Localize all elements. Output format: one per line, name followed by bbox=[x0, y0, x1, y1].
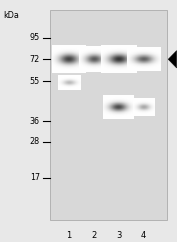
Text: 2: 2 bbox=[91, 231, 96, 240]
Text: 55: 55 bbox=[30, 76, 40, 86]
Text: 72: 72 bbox=[30, 55, 40, 64]
Bar bbox=[50, 10, 167, 220]
Polygon shape bbox=[168, 51, 177, 68]
Text: 17: 17 bbox=[30, 173, 40, 182]
Text: kDa: kDa bbox=[4, 11, 19, 20]
Text: 1: 1 bbox=[66, 231, 72, 240]
Text: 36: 36 bbox=[30, 116, 40, 126]
Text: 95: 95 bbox=[30, 33, 40, 42]
Text: 28: 28 bbox=[30, 137, 40, 146]
Text: 3: 3 bbox=[116, 231, 121, 240]
Text: 4: 4 bbox=[141, 231, 146, 240]
